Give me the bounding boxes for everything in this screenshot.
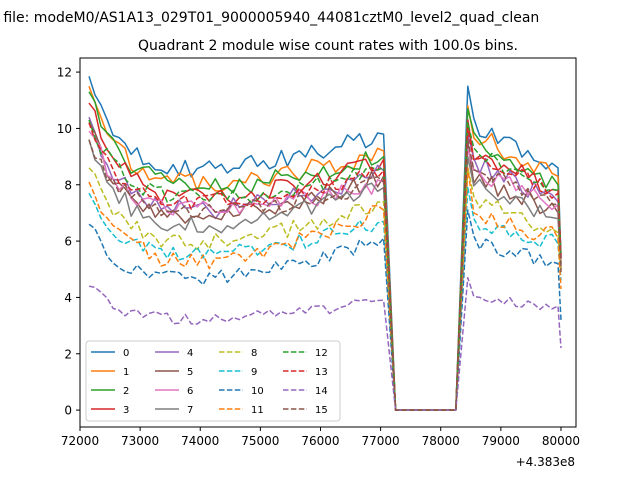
legend-frame <box>85 340 341 422</box>
y-tick-label: 2 <box>64 347 72 361</box>
legend-label-5: 5 <box>187 367 193 378</box>
series-line-8 <box>88 167 562 411</box>
series-line-0 <box>88 76 562 411</box>
legend-label-15: 15 <box>315 405 328 416</box>
legend-label-9: 9 <box>251 367 257 378</box>
series-line-12 <box>88 119 562 411</box>
legend-label-2: 2 <box>123 386 129 397</box>
legend-label-3: 3 <box>123 405 129 416</box>
series-line-11 <box>88 167 562 411</box>
chart-title: Quadrant 2 module wise count rates with … <box>138 38 518 54</box>
series-line-7 <box>88 139 562 411</box>
y-tick-label: 8 <box>64 178 72 192</box>
legend-label-14: 14 <box>315 386 328 397</box>
legend-label-8: 8 <box>251 348 257 359</box>
legend-label-6: 6 <box>187 386 193 397</box>
legend-label-4: 4 <box>187 348 193 359</box>
series-line-1 <box>88 85 562 411</box>
x-tick-label: 75000 <box>241 434 279 448</box>
legend-label-11: 11 <box>251 405 264 416</box>
series-layer <box>88 76 562 411</box>
series-line-3 <box>88 102 562 411</box>
series-line-9 <box>88 186 562 411</box>
x-tick-label: 73000 <box>121 434 159 448</box>
series-line-4 <box>88 116 562 411</box>
legend-label-10: 10 <box>251 386 264 397</box>
x-tick-label: 79000 <box>482 434 520 448</box>
y-tick-label: 0 <box>64 404 72 418</box>
legend-label-13: 13 <box>315 367 328 378</box>
series-line-10 <box>88 209 562 411</box>
series-line-14 <box>88 276 562 411</box>
x-tick-label: 78000 <box>422 434 460 448</box>
x-tick-label: 74000 <box>181 434 219 448</box>
series-line-15 <box>88 138 562 411</box>
legend-label-0: 0 <box>123 348 129 359</box>
x-axis-ticks: 72000 73000 74000 75000 76000 77000 78000 79000… <box>61 427 580 448</box>
figure-suptitle: n file: modeM0/AS1A13_029T01_9000005940_… <box>0 10 539 26</box>
plot-area: 72000 73000 74000 75000 76000 77000 78000 79000… <box>57 57 580 448</box>
x-offset-label: +4.383e8 <box>516 455 575 469</box>
legend-label-12: 12 <box>315 348 328 359</box>
axes-frame <box>79 57 577 428</box>
x-tick-label: 72000 <box>61 434 99 448</box>
legend-label-7: 7 <box>187 405 193 416</box>
x-tick-label: 77000 <box>362 434 400 448</box>
y-tick-label: 12 <box>57 66 72 80</box>
y-tick-label: 6 <box>64 235 72 249</box>
x-tick-label: 80000 <box>542 434 580 448</box>
x-tick-label: 76000 <box>301 434 339 448</box>
y-tick-label: 4 <box>64 291 72 305</box>
legend-label-1: 1 <box>123 367 129 378</box>
series-line-2 <box>88 91 562 411</box>
series-line-5 <box>88 122 562 411</box>
y-tick-label: 10 <box>57 122 72 136</box>
y-axis-ticks: 0 2 4 6 8 10 12 <box>57 66 80 418</box>
